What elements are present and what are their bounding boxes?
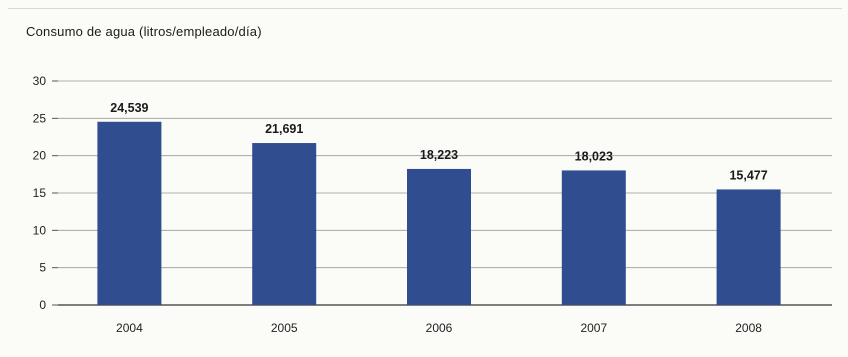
y-tick-label: 30	[33, 74, 47, 88]
chart-frame	[8, 8, 842, 349]
x-tick-label: 2005	[271, 321, 298, 335]
x-tick-label: 2007	[580, 321, 607, 335]
bars	[97, 121, 781, 305]
chart-title: Consumo de agua (litros/empleado/día)	[26, 24, 262, 39]
data-labels: 24,539 21,691 18,223 18,023 15,477	[110, 101, 767, 183]
bar-2008	[716, 189, 781, 305]
bar-2007	[561, 170, 626, 305]
y-tick-label: 20	[33, 149, 47, 163]
x-axis-ticks: 2004 2005 2006 2007 2008	[116, 321, 762, 335]
bar-2006	[407, 168, 471, 305]
data-label-2007: 18,023	[575, 149, 613, 163]
y-tick-label: 25	[33, 111, 47, 125]
data-label-2006: 18,223	[420, 148, 458, 162]
data-label-2008: 15,477	[729, 168, 767, 182]
y-tick-label: 15	[33, 186, 47, 200]
y-tick-label: 10	[33, 223, 47, 237]
x-tick-label: 2008	[735, 321, 762, 335]
bar-2005	[252, 143, 317, 305]
x-tick-label: 2006	[426, 321, 453, 335]
x-tick-label: 2004	[116, 321, 143, 335]
bar-2004	[97, 121, 162, 305]
y-axis-ticks: 0 5 10 15 20 25 30	[33, 74, 47, 312]
y-tick-label: 5	[39, 261, 46, 275]
data-label-2005: 21,691	[265, 122, 303, 136]
data-label-2004: 24,539	[110, 101, 148, 115]
y-tick-label: 0	[39, 298, 46, 312]
